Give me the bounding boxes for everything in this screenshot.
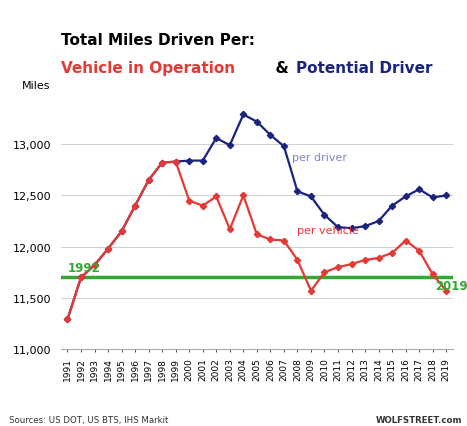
Text: Miles: Miles (21, 81, 50, 91)
Text: per vehicle: per vehicle (297, 226, 359, 236)
Text: 1992: 1992 (67, 262, 100, 275)
Text: &: & (265, 61, 299, 76)
Text: WOLFSTREET.com: WOLFSTREET.com (376, 415, 462, 424)
Text: Total Miles Driven Per:: Total Miles Driven Per: (61, 33, 255, 48)
Text: Vehicle in Operation: Vehicle in Operation (61, 61, 235, 76)
Text: Potential Driver: Potential Driver (296, 61, 432, 76)
Text: 2019: 2019 (435, 279, 467, 292)
Text: per driver: per driver (292, 152, 347, 162)
Text: Sources: US DOT, US BTS, IHS Markit: Sources: US DOT, US BTS, IHS Markit (9, 415, 169, 424)
